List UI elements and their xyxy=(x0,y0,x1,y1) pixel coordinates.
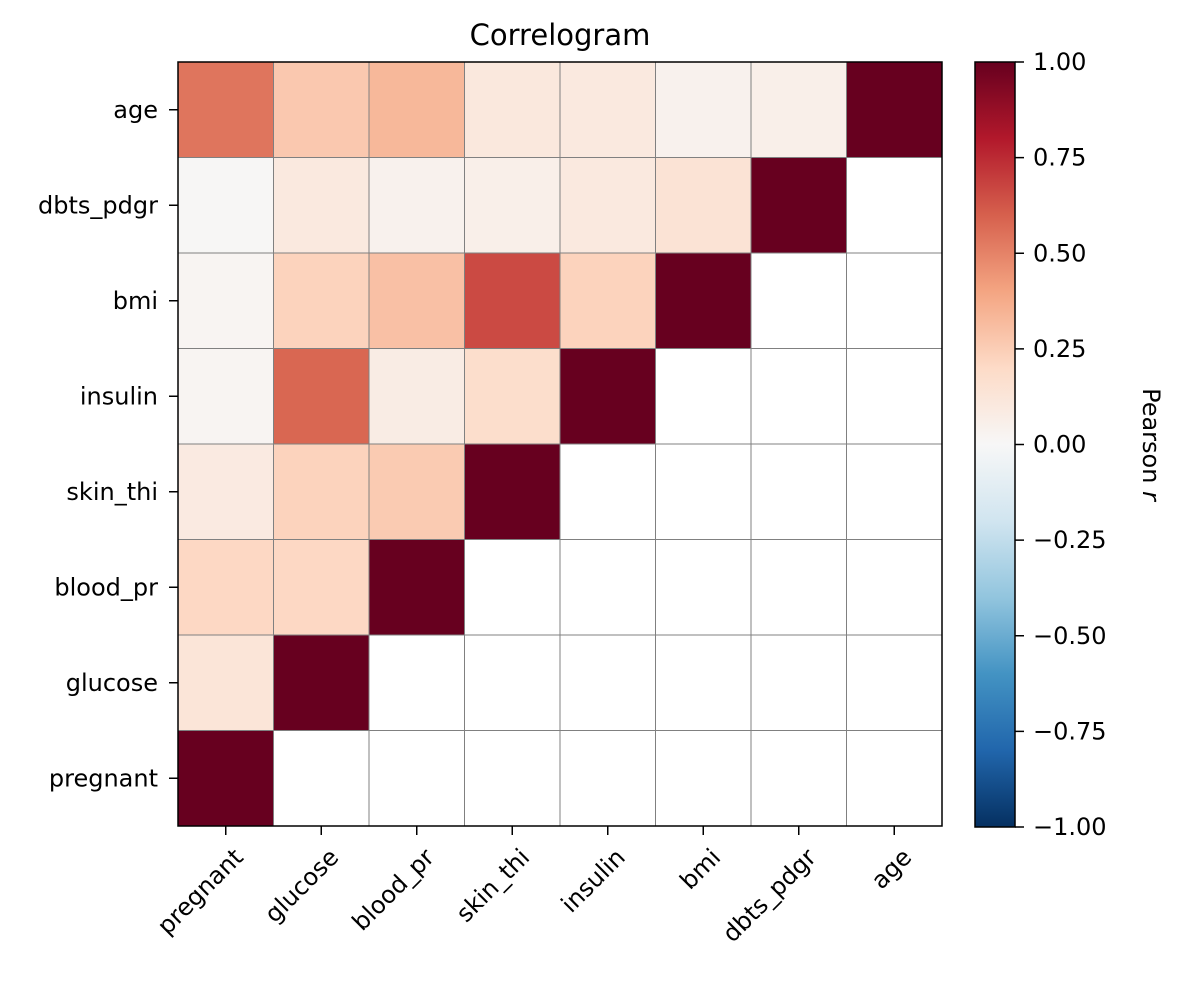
heatmap-cell-blood_pr-age xyxy=(846,539,943,636)
heatmap-cell-age-dbts_pdgr xyxy=(750,61,847,158)
colorbar-tick-label: 0.75 xyxy=(1033,144,1086,172)
heatmap-cells xyxy=(177,61,943,827)
heatmap-cell-age-age xyxy=(846,61,943,158)
heatmap-cell-glucose-glucose xyxy=(273,634,370,731)
colorbar xyxy=(974,61,1016,828)
heatmap-cell-skin_thi-pregnant xyxy=(177,443,274,540)
heatmap-cell-pregnant-insulin xyxy=(559,730,656,827)
heatmap-cell-pregnant-dbts_pdgr xyxy=(750,730,847,827)
heatmap-cell-dbts_pdgr-glucose xyxy=(273,157,370,254)
heatmap-cell-pregnant-glucose xyxy=(273,730,370,827)
y-tick-label: pregnant xyxy=(49,764,158,792)
heatmap-cell-age-bmi xyxy=(655,61,752,158)
y-tick-label: glucose xyxy=(66,669,158,697)
colorbar-tick-label: 1.00 xyxy=(1033,48,1086,76)
heatmap-cell-bmi-dbts_pdgr xyxy=(750,252,847,349)
x-tick-label: age xyxy=(866,843,917,894)
x-tick-label: dbts_pdgr xyxy=(717,843,822,948)
colorbar-tick-label: −0.50 xyxy=(1033,622,1107,650)
colorbar-tick-label: 0.00 xyxy=(1033,431,1086,459)
heatmap-cell-blood_pr-insulin xyxy=(559,539,656,636)
heatmap-cell-blood_pr-skin_thi xyxy=(464,539,561,636)
heatmap-cell-dbts_pdgr-blood_pr xyxy=(368,157,465,254)
heatmap-cell-dbts_pdgr-dbts_pdgr xyxy=(750,157,847,254)
heatmap-cell-glucose-skin_thi xyxy=(464,634,561,731)
x-axis: pregnant glucose blood_pr skin_thi insulin bm… xyxy=(152,826,917,948)
heatmap-cell-blood_pr-dbts_pdgr xyxy=(750,539,847,636)
heatmap-cell-insulin-age xyxy=(846,348,943,445)
heatmap-cell-age-skin_thi xyxy=(464,61,561,158)
x-tick-label: bmi xyxy=(674,843,726,895)
heatmap-cell-dbts_pdgr-insulin xyxy=(559,157,656,254)
heatmap-cell-insulin-insulin xyxy=(559,348,656,445)
colorbar-tick-label: 0.50 xyxy=(1033,239,1086,267)
colorbar-label: Pearson r xyxy=(1137,388,1165,503)
plot-frame xyxy=(177,61,943,827)
colorbar-tick-label: −0.75 xyxy=(1033,717,1107,745)
colorbar-tick-label: −1.00 xyxy=(1033,813,1107,841)
colorbar-tick-label: 0.25 xyxy=(1033,335,1086,363)
heatmap-cell-dbts_pdgr-bmi xyxy=(655,157,752,254)
heatmap-cell-skin_thi-blood_pr xyxy=(368,443,465,540)
heatmap-cell-blood_pr-bmi xyxy=(655,539,752,636)
y-tick-label: age xyxy=(113,96,158,124)
heatmap-cell-pregnant-bmi xyxy=(655,730,752,827)
colorbar-tick-label: −0.25 xyxy=(1033,526,1107,554)
heatmap-cell-pregnant-blood_pr xyxy=(368,730,465,827)
heatmap-cell-blood_pr-blood_pr xyxy=(368,539,465,636)
x-tick-label: insulin xyxy=(556,843,631,918)
heatmap-cell-pregnant-pregnant xyxy=(177,730,274,827)
heatmap-cell-age-pregnant xyxy=(177,61,274,158)
heatmap-cell-glucose-insulin xyxy=(559,634,656,731)
heatmap-cell-glucose-pregnant xyxy=(177,634,274,731)
heatmap-cell-age-blood_pr xyxy=(368,61,465,158)
heatmap-cell-insulin-dbts_pdgr xyxy=(750,348,847,445)
heatmap-cell-insulin-bmi xyxy=(655,348,752,445)
heatmap-cell-blood_pr-pregnant xyxy=(177,539,274,636)
heatmap-cell-glucose-bmi xyxy=(655,634,752,731)
heatmap-cell-glucose-blood_pr xyxy=(368,634,465,731)
y-tick-label: dbts_pdgr xyxy=(38,191,158,219)
x-tick-label: skin_thi xyxy=(451,843,536,928)
heatmap-cell-skin_thi-skin_thi xyxy=(464,443,561,540)
heatmap-cell-skin_thi-insulin xyxy=(559,443,656,540)
heatmap-cell-glucose-dbts_pdgr xyxy=(750,634,847,731)
heatmap-cell-bmi-blood_pr xyxy=(368,252,465,349)
x-tick-label: glucose xyxy=(259,843,344,928)
heatmap-cell-skin_thi-dbts_pdgr xyxy=(750,443,847,540)
heatmap-cell-dbts_pdgr-skin_thi xyxy=(464,157,561,254)
y-tick-label: skin_thi xyxy=(66,478,158,506)
x-tick-label: blood_pr xyxy=(347,843,440,936)
heatmap-cell-insulin-blood_pr xyxy=(368,348,465,445)
heatmap-cell-insulin-glucose xyxy=(273,348,370,445)
heatmap-cell-skin_thi-glucose xyxy=(273,443,370,540)
heatmap-cell-blood_pr-glucose xyxy=(273,539,370,636)
heatmap-cell-bmi-skin_thi xyxy=(464,252,561,349)
y-tick-label: blood_pr xyxy=(54,573,158,601)
heatmap-cell-pregnant-age xyxy=(846,730,943,827)
heatmap-cell-insulin-skin_thi xyxy=(464,348,561,445)
heatmap-cell-bmi-pregnant xyxy=(177,252,274,349)
y-tick-label: bmi xyxy=(113,287,158,315)
x-tick-label: pregnant xyxy=(152,843,249,940)
heatmap-cell-glucose-age xyxy=(846,634,943,731)
heatmap-cell-dbts_pdgr-age xyxy=(846,157,943,254)
heatmap-cell-skin_thi-age xyxy=(846,443,943,540)
heatmap-cell-skin_thi-bmi xyxy=(655,443,752,540)
y-tick-label: insulin xyxy=(80,382,158,410)
heatmap-cell-bmi-age xyxy=(846,252,943,349)
heatmap-cell-bmi-glucose xyxy=(273,252,370,349)
heatmap-cell-age-insulin xyxy=(559,61,656,158)
heatmap-cell-bmi-insulin xyxy=(559,252,656,349)
chart-title: Correlogram xyxy=(470,18,651,52)
heatmap-cell-insulin-pregnant xyxy=(177,348,274,445)
heatmap-cell-bmi-bmi xyxy=(655,252,752,349)
heatmap-cell-dbts_pdgr-pregnant xyxy=(177,157,274,254)
colorbar-ticks: 1.00 0.75 0.50 0.25 0.00 −0.25 −0.50 −0.75 −1.00 xyxy=(1015,48,1107,841)
heatmap-cell-age-glucose xyxy=(273,61,370,158)
heatmap-cell-pregnant-skin_thi xyxy=(464,730,561,827)
